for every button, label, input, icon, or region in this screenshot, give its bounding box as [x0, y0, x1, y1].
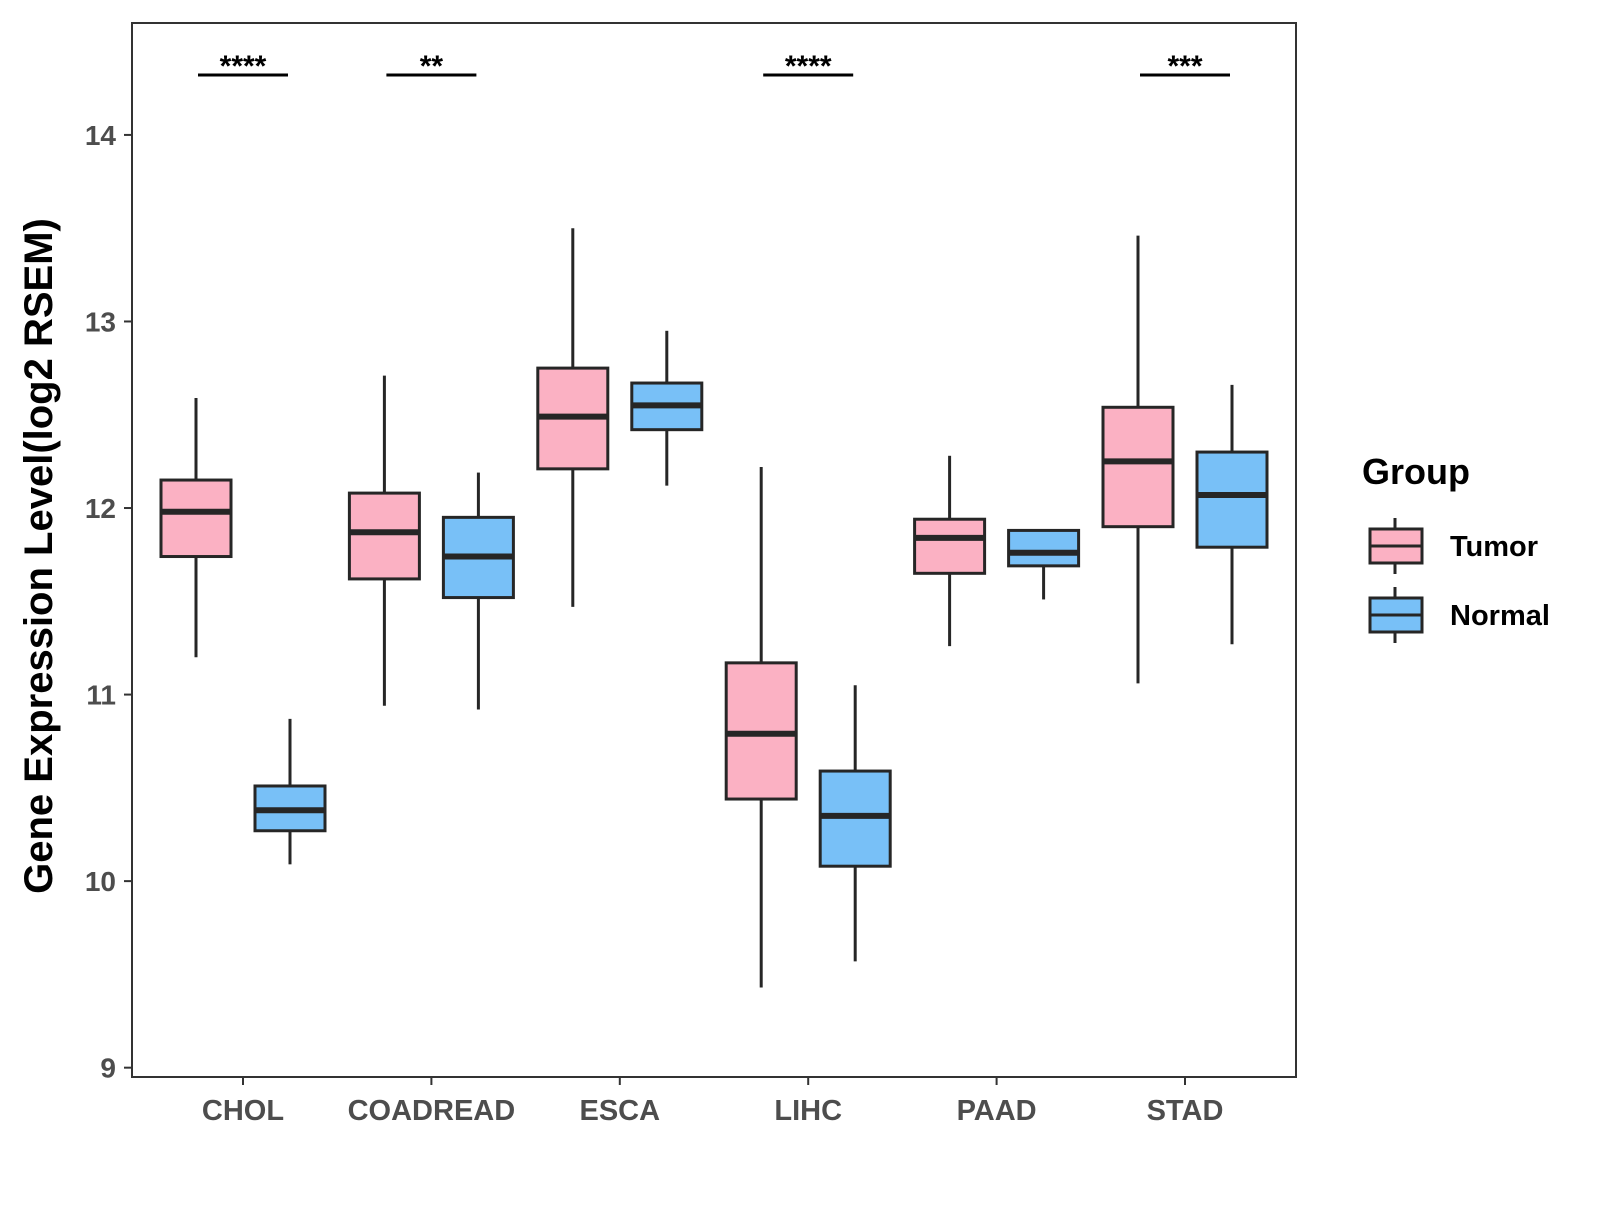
y-tick-label: 12	[85, 493, 116, 524]
y-tick-label: 9	[100, 1053, 116, 1084]
box-normal-coadread	[441, 472, 515, 710]
y-tick-label: 13	[85, 306, 116, 337]
y-tick-label: 11	[86, 680, 116, 711]
box-iqr	[347, 491, 421, 581]
x-tick-label-chol: CHOL	[202, 1095, 284, 1127]
legend-label: Tumor	[1450, 531, 1538, 563]
box-normal-esca	[630, 330, 704, 486]
box-normal-lihc	[818, 685, 892, 962]
box-tumor-lihc	[724, 466, 798, 988]
legend-item-normal: Normal	[1368, 587, 1550, 643]
box-iqr	[159, 478, 233, 559]
box-normal-stad	[1195, 384, 1269, 645]
significance-label: **	[420, 50, 444, 83]
legend-item-tumor: Tumor	[1368, 518, 1538, 574]
significance-label: ****	[785, 50, 832, 83]
significance-label: ***	[1167, 50, 1202, 83]
box-iqr	[1195, 450, 1269, 549]
significance-stad: ***	[1140, 50, 1230, 83]
significance-coadread: **	[386, 50, 477, 83]
significance-chol: ****	[198, 50, 288, 83]
box-tumor-coadread	[347, 375, 421, 706]
box-tumor-stad	[1101, 235, 1175, 684]
x-tick-label-coadread: COADREAD	[348, 1095, 516, 1127]
x-tick-label-stad: STAD	[1147, 1095, 1224, 1127]
box-normal-paad	[1007, 528, 1081, 600]
plot-panel	[131, 22, 1297, 1078]
box-iqr	[1101, 405, 1175, 529]
box-series	[159, 228, 1269, 988]
y-tick-label: 10	[85, 866, 116, 897]
x-axis: CHOL COADREAD ESCA LIHC PAAD STAD	[202, 1077, 1223, 1127]
y-axis: 9 10 11 12 13 14	[85, 120, 132, 1084]
y-tick-label: 14	[85, 120, 117, 151]
x-tick-label-esca: ESCA	[580, 1095, 661, 1127]
box-iqr	[1007, 528, 1081, 568]
plot-panel-border	[131, 22, 1297, 1078]
legend-label: Normal	[1450, 600, 1550, 632]
y-axis-label: Gene Expression Level(log2 RSEM)	[17, 218, 61, 894]
legend-title: Group	[1362, 451, 1470, 492]
x-tick-label-paad: PAAD	[957, 1095, 1037, 1127]
box-tumor-esca	[536, 228, 610, 607]
box-tumor-chol	[159, 397, 233, 658]
significance-lihc: ****	[763, 50, 854, 83]
x-tick-label-lihc: LIHC	[774, 1095, 842, 1127]
box-normal-chol	[253, 718, 327, 865]
box-tumor-paad	[913, 455, 987, 647]
significance-label: ****	[220, 50, 267, 83]
significance-annotations: **** ** **** ***	[198, 50, 1230, 83]
legend: Group Tumor Normal	[1362, 451, 1550, 643]
box-iqr	[913, 517, 987, 575]
